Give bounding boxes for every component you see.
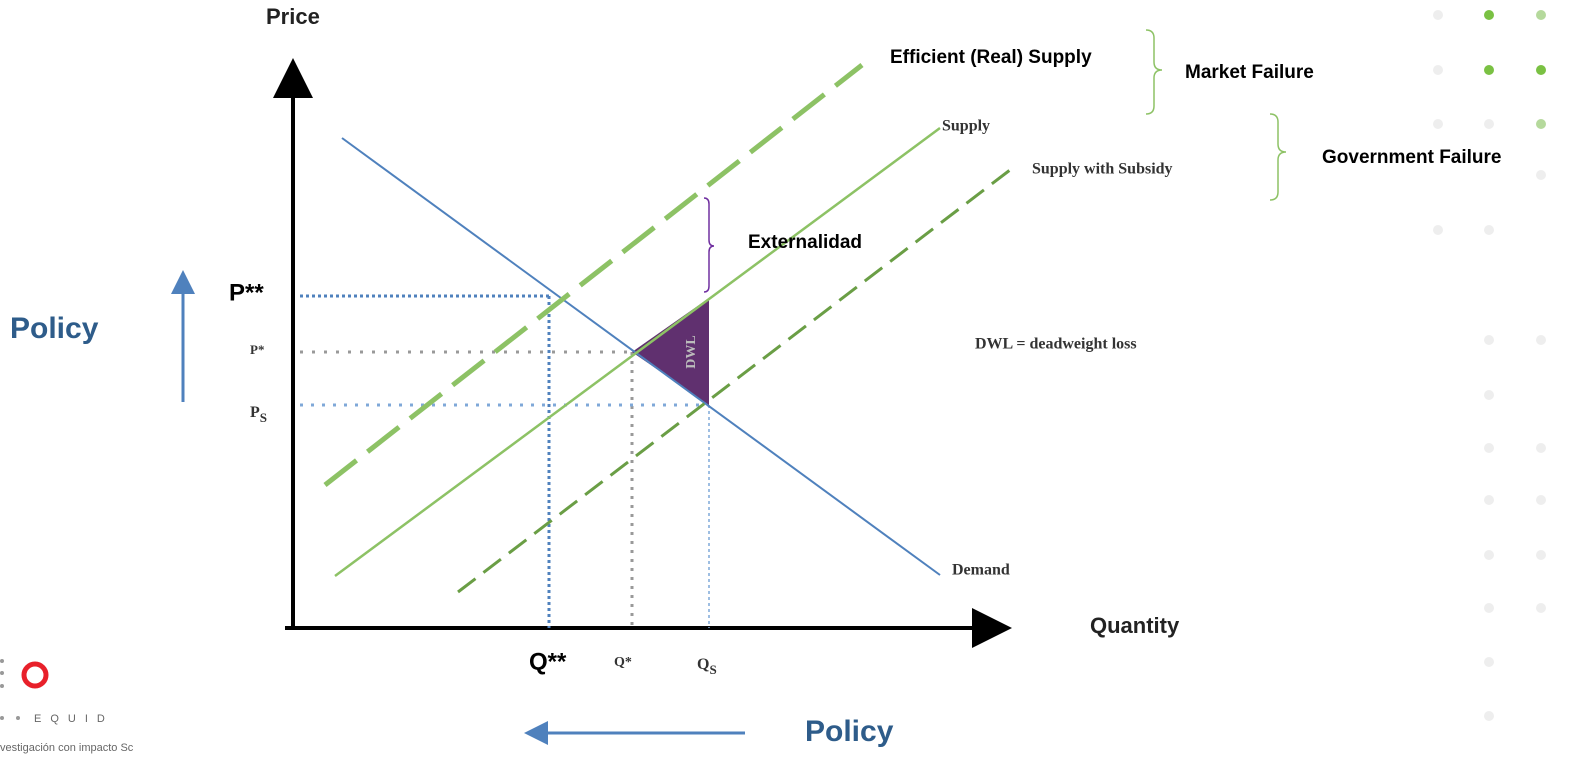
q-star: Q* xyxy=(614,655,632,670)
logo: EQUID vestigación con impacto Sc xyxy=(0,659,134,754)
p-s: PS xyxy=(250,404,267,425)
subsidy-supply-curve xyxy=(457,168,1011,594)
externality-bracket xyxy=(703,197,715,293)
efficient-supply-label: Efficient (Real) Supply xyxy=(890,47,1092,68)
demand-label: Demand xyxy=(952,562,1010,579)
logo-tagline: vestigación con impacto Sc xyxy=(0,742,134,754)
market-failure-bracket xyxy=(1145,29,1163,115)
q-s-sub: S xyxy=(709,662,716,677)
policy-left: Policy xyxy=(10,312,99,345)
q-s-main: Q xyxy=(697,656,709,673)
y-axis-label: Price xyxy=(266,4,320,29)
p-star: P* xyxy=(250,342,264,357)
q-double-star: Q** xyxy=(529,648,567,675)
government-failure-bracket xyxy=(1269,113,1287,201)
demand-curve xyxy=(341,137,941,576)
logo-name: EQUID xyxy=(34,713,114,725)
decor-dots xyxy=(1433,10,1546,721)
market-failure-label: Market Failure xyxy=(1185,62,1314,83)
government-failure-label: Government Failure xyxy=(1322,147,1502,168)
dwl-legend: DWL = deadweight loss xyxy=(975,336,1137,353)
guide-lines xyxy=(300,294,710,628)
q-s: QS xyxy=(697,656,717,677)
p-s-sub: S xyxy=(260,410,267,425)
policy-bottom: Policy xyxy=(805,715,894,748)
p-double-star: P** xyxy=(229,279,264,306)
p-s-main: P xyxy=(250,404,260,421)
supply-curve xyxy=(334,126,941,578)
x-axis-label: Quantity xyxy=(1090,613,1180,638)
efficient-supply-curve xyxy=(323,63,864,487)
supply-label: Supply xyxy=(942,118,990,135)
dwl-triangle xyxy=(632,298,709,405)
subsidy-supply-label: Supply with Subsidy xyxy=(1032,161,1173,178)
externality-label: Externalidad xyxy=(748,232,862,253)
dwl-label: DWL xyxy=(684,335,699,368)
